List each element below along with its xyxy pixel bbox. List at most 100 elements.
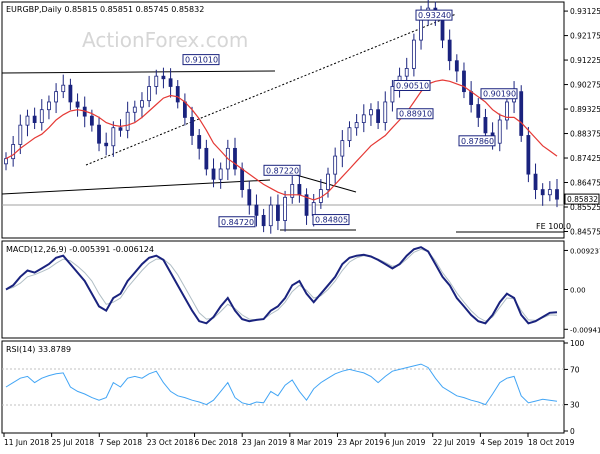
price-candle bbox=[505, 93, 509, 130]
price-candle bbox=[268, 196, 273, 234]
macd-tick-label: 0.009237 bbox=[570, 247, 600, 255]
price-candle bbox=[290, 175, 295, 204]
lower-channel-line bbox=[1, 179, 271, 195]
dotted-trend-line bbox=[85, 13, 457, 166]
price-candle bbox=[190, 106, 194, 146]
price-candle bbox=[547, 181, 552, 202]
annotation-box bbox=[182, 54, 220, 66]
rsi-tick-label: 0 bbox=[570, 427, 575, 436]
price-candle bbox=[497, 113, 502, 152]
annotation-box bbox=[312, 214, 350, 226]
x-tick-label: 6 Dec 2018 bbox=[195, 438, 238, 447]
x-tick-label: 23 Apr 2019 bbox=[337, 438, 384, 447]
price-candle bbox=[47, 95, 51, 120]
x-tick-label: 6 Jun 2019 bbox=[385, 438, 426, 447]
annotation-box bbox=[480, 88, 518, 100]
price-annotation-label: 0.87860 bbox=[461, 137, 494, 146]
price-candle bbox=[161, 67, 166, 89]
price-tick-label: 0.89325 bbox=[570, 105, 600, 114]
price-candle bbox=[147, 75, 152, 108]
annotation-box bbox=[263, 164, 301, 176]
x-tick-label: 8 Mar 2019 bbox=[290, 438, 333, 447]
price-tick-label: 0.86475 bbox=[570, 179, 600, 188]
price-annotation-label: 0.87220 bbox=[266, 166, 299, 175]
price-tick-label: 0.93125 bbox=[570, 7, 600, 16]
price-candle bbox=[404, 57, 409, 83]
price-candle bbox=[204, 139, 209, 176]
price-candle bbox=[354, 114, 359, 136]
price-tick-label: 0.91225 bbox=[570, 56, 600, 65]
price-candle bbox=[376, 101, 381, 130]
price-candle bbox=[347, 121, 352, 148]
price-candle bbox=[555, 179, 559, 208]
rsi-axis: 100 70 30 0 bbox=[564, 339, 585, 436]
price-candle bbox=[261, 208, 266, 233]
price-candle bbox=[540, 183, 545, 206]
price-tick-label: 0.92175 bbox=[570, 32, 600, 41]
annotation-box bbox=[218, 216, 256, 228]
price-candle bbox=[75, 93, 80, 117]
price-candle bbox=[111, 121, 116, 157]
price-annotation-label: 0.84805 bbox=[315, 216, 348, 225]
price-candle bbox=[533, 163, 538, 200]
price-candle bbox=[140, 92, 144, 119]
price-candle bbox=[104, 132, 109, 156]
price-candle bbox=[476, 98, 481, 127]
macd-axis: 0.009237 0.00 -0.009413 bbox=[564, 247, 600, 334]
price-candle bbox=[519, 85, 524, 142]
macd-tick-label: 0.00 bbox=[570, 287, 586, 295]
price-candle bbox=[218, 162, 223, 189]
price-tick-label: 0.85525 bbox=[570, 203, 600, 212]
x-tick-label: 22 Jul 2019 bbox=[433, 438, 476, 447]
rsi-line bbox=[5, 363, 558, 406]
annotation-box bbox=[415, 9, 453, 21]
trend-lines bbox=[1, 13, 564, 233]
price-annotation-label: FE 100.0 bbox=[536, 222, 571, 231]
price-panel-frame bbox=[1, 1, 565, 239]
price-annotations: 0.91010 0.87220 0.84720 0.84805 0.90510 0.932… bbox=[182, 9, 571, 231]
price-candle bbox=[39, 99, 44, 131]
price-candle bbox=[383, 91, 388, 131]
price-candle bbox=[233, 137, 237, 176]
rsi-title: RSI(14) 33.8789 bbox=[6, 345, 71, 354]
price-annotation-label: 0.84720 bbox=[221, 218, 254, 227]
upper-channel-line bbox=[1, 70, 276, 74]
x-tick-label: 23 Oct 2018 bbox=[147, 438, 194, 447]
price-tick-label: 0.84575 bbox=[570, 227, 600, 236]
price-candle bbox=[304, 188, 309, 225]
watermark: ActionForex.com bbox=[82, 28, 248, 52]
price-candle bbox=[254, 194, 259, 227]
x-tick-label: 4 Sep 2019 bbox=[480, 438, 523, 447]
price-candle bbox=[247, 181, 252, 215]
price-candle bbox=[211, 158, 216, 188]
price-annotation-label: 0.91010 bbox=[185, 56, 218, 65]
rsi-tick-label: 70 bbox=[570, 365, 580, 374]
moving-average-line bbox=[5, 79, 558, 201]
x-tick-label: 18 Oct 2019 bbox=[528, 438, 575, 447]
price-candle bbox=[18, 114, 23, 155]
annotation-box bbox=[458, 135, 496, 147]
price-candles bbox=[4, 0, 559, 234]
price-candle bbox=[333, 147, 338, 184]
rsi-tick-label: 100 bbox=[570, 339, 585, 348]
price-candle bbox=[175, 80, 180, 109]
price-candle bbox=[411, 33, 416, 77]
price-candle bbox=[447, 29, 452, 71]
current-price-box bbox=[564, 193, 600, 205]
price-candle bbox=[361, 104, 366, 133]
price-candle bbox=[276, 194, 280, 231]
price-candle bbox=[283, 190, 287, 232]
price-tick-label: 0.90275 bbox=[570, 81, 600, 90]
current-price-label: 0.85832 bbox=[567, 195, 598, 204]
price-candle bbox=[97, 116, 101, 152]
price-candle bbox=[154, 69, 159, 95]
price-candle bbox=[25, 109, 30, 137]
annotation-box bbox=[393, 79, 431, 91]
price-tick-label: 0.88375 bbox=[570, 130, 600, 139]
price-candle bbox=[369, 103, 373, 126]
x-tick-label: 11 Jun 2018 bbox=[4, 438, 49, 447]
price-annotation-label: 0.88910 bbox=[399, 110, 432, 119]
x-axis: 11 Jun 2018 25 Jul 2018 7 Sep 2018 23 Oct 2… bbox=[3, 433, 575, 447]
